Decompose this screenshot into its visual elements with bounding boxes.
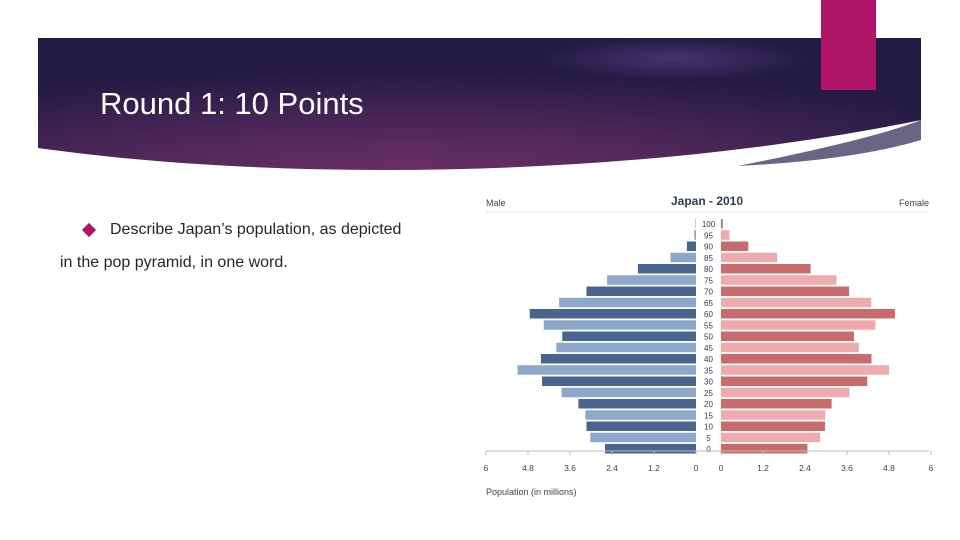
female-bar-95 xyxy=(721,230,730,240)
age-label-80: 80 xyxy=(704,265,713,274)
female-bar-20 xyxy=(721,399,832,409)
age-label-35: 35 xyxy=(704,366,713,375)
male-bar-70 xyxy=(586,286,696,296)
age-label-75: 75 xyxy=(704,276,713,285)
age-label-10: 10 xyxy=(704,423,713,432)
age-label-15: 15 xyxy=(704,411,713,420)
slide-title: Round 1: 10 Points xyxy=(100,86,364,121)
female-bar-15 xyxy=(721,410,826,420)
male-bar-10 xyxy=(586,421,696,431)
x-tick-left-5: 0 xyxy=(694,463,699,473)
age-label-95: 95 xyxy=(704,231,713,240)
diamond-bullet-icon xyxy=(81,222,97,238)
age-label-65: 65 xyxy=(704,299,713,308)
male-bar-75 xyxy=(607,275,696,285)
age-labels-group: 1009590858075706560555045403530252015105… xyxy=(702,220,716,454)
female-bar-75 xyxy=(721,275,837,285)
age-label-50: 50 xyxy=(704,333,713,342)
age-label-100: 100 xyxy=(702,220,716,229)
female-bar-85 xyxy=(721,252,777,263)
male-bar-40 xyxy=(540,354,696,364)
female-bar-60 xyxy=(721,309,895,319)
female-bar-45 xyxy=(721,342,859,353)
chart-title: Japan - 2010 xyxy=(671,194,743,208)
x-tick-right-3: 3.6 xyxy=(841,463,853,473)
female-bar-65 xyxy=(721,297,872,308)
age-label-60: 60 xyxy=(704,310,713,319)
female-bar-10 xyxy=(721,421,825,431)
female-bar-50 xyxy=(721,331,854,341)
male-bar-30 xyxy=(542,376,696,386)
age-label-40: 40 xyxy=(704,355,713,364)
male-bar-0 xyxy=(605,444,696,454)
male-bar-85 xyxy=(670,252,696,263)
female-bar-25 xyxy=(721,387,850,398)
female-bar-0 xyxy=(721,444,808,454)
male-bar-45 xyxy=(556,342,696,353)
x-tick-right-5: 6 xyxy=(929,463,934,473)
x-tick-left-4: 1.2 xyxy=(648,463,660,473)
male-label: Male xyxy=(486,198,506,208)
female-bar-70 xyxy=(721,286,850,296)
age-label-30: 30 xyxy=(704,378,713,387)
male-bar-35 xyxy=(517,365,696,375)
female-bar-40 xyxy=(721,354,872,364)
population-pyramid-chart: Japan - 2010 Male Female 100959085807570… xyxy=(484,194,934,497)
male-bar-50 xyxy=(562,331,696,341)
male-bar-80 xyxy=(637,264,696,274)
accent-bar xyxy=(821,0,876,90)
male-bar-15 xyxy=(585,410,696,420)
male-bar-95 xyxy=(694,230,696,240)
age-label-25: 25 xyxy=(704,389,713,398)
x-tick-left-2: 3.6 xyxy=(564,463,576,473)
x-tick-left-3: 2.4 xyxy=(606,463,618,473)
x-tick-right-0: 0 xyxy=(719,463,724,473)
x-tick-right-1: 1.2 xyxy=(757,463,769,473)
title-banner xyxy=(38,38,921,178)
age-label-55: 55 xyxy=(704,321,713,330)
male-bar-55 xyxy=(543,320,696,330)
bullet-text-line2: in the pop pyramid, in one word. xyxy=(60,254,288,271)
male-bar-20 xyxy=(578,399,696,409)
male-bar-90 xyxy=(686,241,696,251)
age-label-45: 45 xyxy=(704,344,713,353)
male-bar-5 xyxy=(590,432,696,443)
age-label-90: 90 xyxy=(704,243,713,252)
x-axis-label: Population (in millions) xyxy=(486,487,577,497)
x-tick-right-4: 4.8 xyxy=(883,463,895,473)
bars-group xyxy=(517,219,895,454)
bullet-text-line1: Describe Japan’s population, as depicted xyxy=(110,221,402,238)
male-bar-65 xyxy=(559,297,696,308)
male-bar-60 xyxy=(529,309,696,319)
x-tick-left-0: 6 xyxy=(484,463,489,473)
age-label-20: 20 xyxy=(704,400,713,409)
x-tick-right-2: 2.4 xyxy=(799,463,811,473)
x-tick-left-1: 4.8 xyxy=(522,463,534,473)
female-bar-90 xyxy=(721,241,749,251)
age-label-5: 5 xyxy=(706,434,711,443)
banner-background xyxy=(38,38,921,178)
age-label-70: 70 xyxy=(704,288,713,297)
female-bar-30 xyxy=(721,376,868,386)
female-bar-55 xyxy=(721,320,876,330)
male-bar-25 xyxy=(561,387,696,398)
female-bar-100 xyxy=(721,219,723,229)
female-bar-5 xyxy=(721,432,821,443)
female-bar-35 xyxy=(721,365,889,375)
female-label: Female xyxy=(899,198,929,208)
x-ticks-group: 6 4.8 3.6 2.4 1.2 0 0 1.2 2.4 3.6 4.8 6 xyxy=(484,451,934,473)
age-label-85: 85 xyxy=(704,254,713,263)
female-bar-80 xyxy=(721,264,811,274)
age-label-0: 0 xyxy=(706,445,711,454)
